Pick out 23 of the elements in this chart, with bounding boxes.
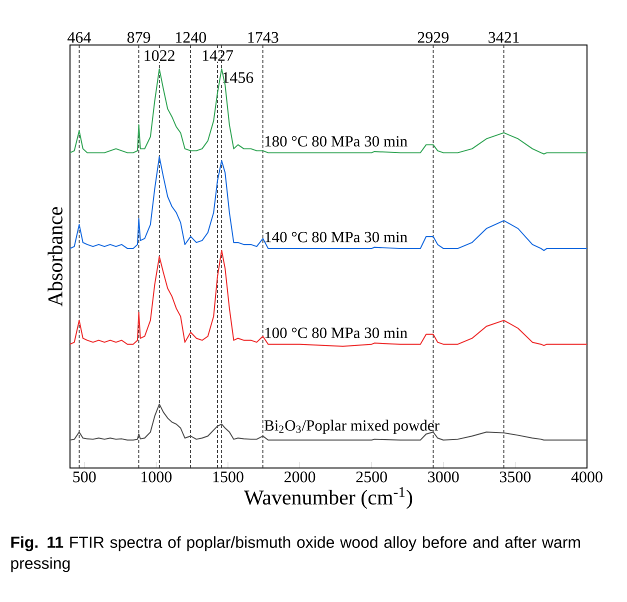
x-tick-label: 2500 [356, 472, 387, 482]
x-tick-label: 3000 [428, 472, 459, 482]
text: Fig. 11 FTIR spectra of poplar/bismuth oxide wood alloy before and after warm pressing [11, 536, 580, 572]
ref-line-label: 2929 [418, 32, 449, 43]
x-tick-label: 500 [73, 472, 96, 482]
x-axis-title: Wavenumber (cm$^{-1}$) [244, 487, 412, 509]
x-tick-label: 2000 [284, 472, 316, 482]
series-label: Bi$_{2}$O$_{3}$/Poplar mixed powder [264, 420, 440, 434]
series-label: 180 °C 80 MPa 30 min [265, 136, 408, 147]
ref-line-label: 1022 [144, 50, 174, 61]
ref-line-label: 464 [68, 32, 91, 43]
ref-line-label: 3421 [488, 32, 519, 43]
ref-line-label: 1743 [248, 32, 278, 43]
x-tick-label: 4000 [571, 472, 602, 482]
series-label: 100 °C 80 MPa 30 min [265, 328, 408, 338]
ref-line-label: 1240 [176, 32, 206, 43]
x-tick-label: 3500 [500, 472, 531, 482]
ref-line-label: 879 [127, 32, 150, 43]
series-label: 140 °C 80 MPa 30 min [265, 232, 408, 242]
ref-line-label: 1427 [202, 50, 234, 61]
y-axis-title: Absorbance [48, 207, 62, 306]
x-tick-label: 1500 [213, 472, 244, 482]
x-tick-label: 1000 [142, 472, 172, 482]
